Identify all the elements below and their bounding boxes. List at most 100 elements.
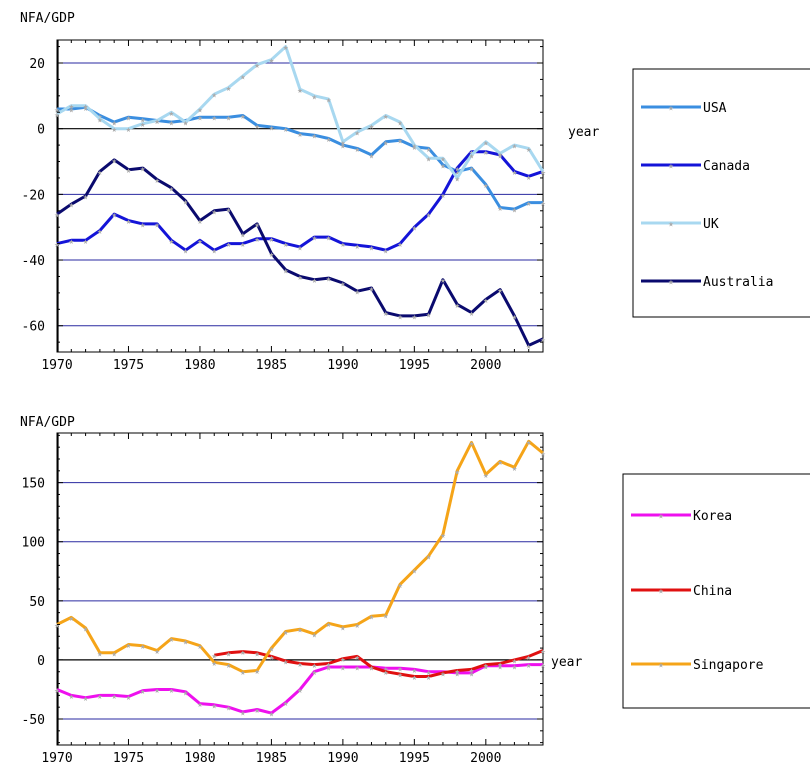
top-data-point-marker: ★	[469, 165, 475, 175]
bottom-data-point-marker: ★	[283, 699, 289, 709]
top-data-point-marker: ★	[469, 309, 475, 319]
bottom-data-point-marker: ★	[383, 612, 389, 622]
bottom-series-line	[213, 649, 544, 678]
top-data-point-marker: ★	[426, 211, 432, 221]
bottom-data-point-marker: ★	[154, 647, 160, 657]
top-data-point-marker: ★	[512, 168, 518, 178]
bottom-data-point-marker: ★	[254, 667, 260, 677]
top-data-point-marker: ★	[383, 309, 389, 319]
bottom-x-ticks: 1970 1975 1980 1985 1990 1995 2000	[41, 433, 544, 765]
bottom-data-point-marker: ★	[540, 450, 546, 460]
bottom-data-point-marker: ★	[297, 686, 303, 696]
top-legend-marker: ★	[668, 162, 674, 172]
bottom-data-point-marker: ★	[326, 620, 332, 630]
top-data-point-marker: ★	[154, 176, 160, 186]
bottom-data-point-marker: ★	[83, 694, 89, 704]
bottom-series-lines: ★★ ★ ★ ★ ★★ ★ ★ ★★ ★ ★ ★ ★ ★★★★ ★ ★ ★ ★ ★ ★ ★ ★ ★ ★ ★★ ★ ★ ★ ★★ ★ ★ ★ ★…	[54, 438, 546, 720]
bottom-data-point-marker: ★	[426, 673, 432, 683]
bottom-data-point-marker: ★	[512, 662, 518, 672]
bottom-x-tick-label: 1975	[113, 751, 144, 765]
bottom-data-point-marker: ★	[183, 688, 189, 698]
top-data-point-marker: ★	[154, 220, 160, 230]
top-data-point-marker: ★	[397, 312, 403, 322]
top-legend-box	[632, 68, 810, 318]
top-data-point-marker: ★	[69, 102, 75, 112]
top-data-point-marker: ★	[254, 220, 260, 230]
bottom-data-point-marker: ★	[326, 664, 332, 674]
bottom-data-point-marker: ★	[326, 660, 332, 670]
top-data-point-marker: ★	[297, 130, 303, 140]
top-data-point-marker: ★	[426, 145, 432, 155]
bottom-legend-marker: ★	[658, 587, 664, 597]
top-data-point-marker: ★	[54, 240, 60, 250]
top-legend-label: USA	[703, 101, 727, 116]
top-data-point-marker: ★	[197, 114, 203, 124]
top-data-point-marker: ★	[283, 240, 289, 250]
top-data-point-marker: ★	[111, 119, 117, 129]
top-legend: ★ USA ★ Canada ★ UK ★ Australia	[632, 68, 810, 318]
top-data-point-marker: ★	[497, 286, 503, 296]
top-x-tick-label: 1975	[113, 358, 144, 373]
top-data-point-marker: ★	[455, 165, 461, 175]
bottom-data-point-marker: ★	[455, 669, 461, 679]
bottom-y-axis-title: NFA/GDP	[20, 415, 75, 430]
bottom-data-point-marker: ★	[397, 665, 403, 675]
bottom-data-point-marker: ★	[312, 630, 318, 640]
bottom-data-point-marker: ★	[512, 656, 518, 666]
top-data-point-marker: ★	[83, 104, 89, 114]
bottom-data-point-marker: ★	[354, 664, 360, 674]
top-data-point-marker: ★	[169, 109, 175, 119]
top-data-point-marker: ★	[83, 193, 89, 203]
bottom-data-point-marker: ★	[497, 662, 503, 672]
top-data-point-marker: ★	[169, 237, 175, 247]
bottom-series-line	[56, 439, 544, 674]
top-data-point-marker: ★	[126, 217, 132, 227]
bottom-data-point-marker: ★	[69, 614, 75, 624]
top-data-point-marker: ★	[197, 237, 203, 247]
bottom-data-point-marker: ★	[197, 700, 203, 710]
top-data-point-marker: ★	[297, 273, 303, 283]
top-legend-label: Canada	[703, 159, 750, 174]
top-series-canada: ★ ★ ★ ★ ★ ★ ★ ★ ★ ★ ★ ★ ★ ★ ★ ★ ★ ★ ★ ★ ★ ★ ★ ★ ★ ★ ★ ★ ★ ★ ★ ★ ★ ★ ★	[54, 148, 546, 257]
bottom-data-point-marker: ★	[526, 438, 532, 448]
top-data-point-marker: ★	[83, 237, 89, 247]
bottom-legend-label: China	[693, 584, 732, 599]
top-y-tick-label: -60	[22, 320, 45, 335]
top-data-point-marker: ★	[412, 312, 418, 322]
bottom-y-tick-label: 0	[37, 654, 45, 669]
top-data-point-marker: ★	[469, 151, 475, 161]
bottom-data-point-marker: ★	[54, 686, 60, 696]
top-data-point-marker: ★	[126, 114, 132, 124]
bottom-data-point-marker: ★	[297, 660, 303, 670]
bottom-data-point-marker: ★	[269, 710, 275, 720]
bottom-data-point-marker: ★	[254, 706, 260, 716]
bottom-data-point-marker: ★	[354, 621, 360, 631]
top-data-point-marker: ★	[54, 211, 60, 221]
top-data-point-marker: ★	[497, 204, 503, 214]
bottom-data-point-marker: ★	[469, 669, 475, 679]
top-series-lines: ★ ★ ★ ★ ★ ★ ★ ★ ★ ★ ★ ★ ★ ★ ★ ★ ★ ★ ★ ★ ★ ★ ★ ★ ★ ★ ★ ★ ★ ★ ★ ★ ★ ★ ★ ★ ★ ★ ★ ★…	[54, 43, 546, 352]
top-data-point-marker: ★	[297, 243, 303, 253]
top-data-point-marker: ★	[526, 199, 532, 209]
top-data-point-marker: ★	[455, 301, 461, 311]
bottom-data-point-marker: ★	[340, 664, 346, 674]
top-data-point-marker: ★	[140, 165, 146, 175]
bottom-data-point-marker: ★	[426, 552, 432, 562]
bottom-data-point-marker: ★	[140, 687, 146, 697]
top-legend-marker: ★	[668, 278, 674, 288]
bottom-data-point-marker: ★	[197, 642, 203, 652]
bottom-data-point-marker: ★	[483, 661, 489, 671]
bottom-data-point-marker: ★	[412, 567, 418, 577]
top-data-point-marker: ★	[183, 247, 189, 257]
top-data-point-marker: ★	[426, 311, 432, 321]
top-x-tick-label: 1990	[327, 358, 358, 373]
top-data-point-marker: ★	[383, 247, 389, 257]
bottom-data-point-marker: ★	[111, 649, 117, 659]
top-data-point-marker: ★	[540, 168, 546, 178]
top-y-tick-label: 0	[37, 123, 45, 138]
top-data-point-marker: ★	[354, 128, 360, 138]
bottom-data-point-marker: ★	[226, 661, 232, 671]
bottom-data-point-marker: ★	[240, 708, 246, 718]
top-data-point-marker: ★	[54, 110, 60, 120]
